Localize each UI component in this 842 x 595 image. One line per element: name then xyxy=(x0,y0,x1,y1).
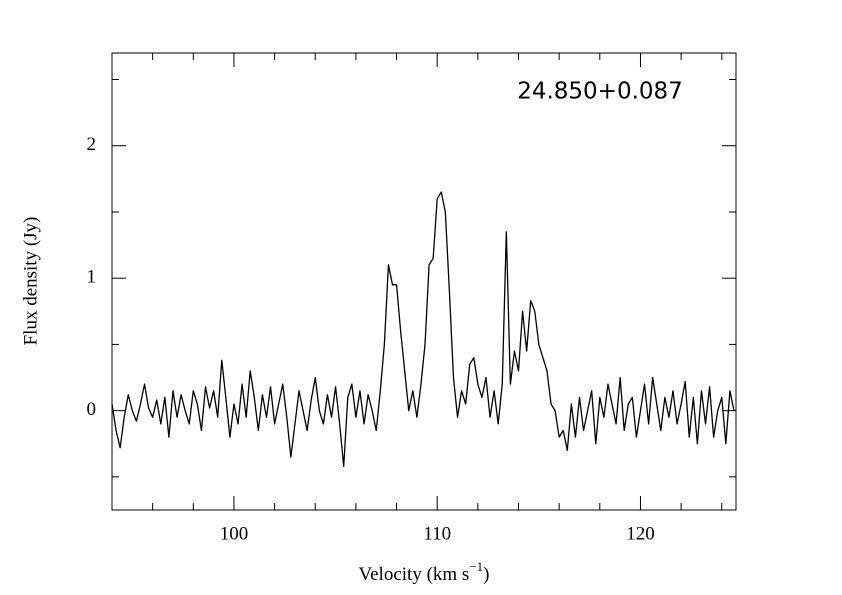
x-axis-label-end: ) xyxy=(483,564,489,585)
x-tick-label: 110 xyxy=(423,523,451,544)
x-tick-label: 100 xyxy=(220,523,249,544)
plot-frame xyxy=(111,52,737,511)
x-axis-label-main: Velocity (km s xyxy=(359,564,470,585)
x-tick-label: 120 xyxy=(626,523,655,544)
annotation: 24.850+0.087 xyxy=(517,79,683,105)
x-axis-label-sup: −1 xyxy=(469,559,483,574)
y-tick-label: 1 xyxy=(87,267,97,288)
spectrum-line xyxy=(111,191,735,467)
y-tick-label: 0 xyxy=(87,399,97,420)
x-axis-label: Velocity (km s−1) xyxy=(359,559,490,585)
y-axis-label: Flux density (Jy) xyxy=(20,217,41,346)
y-tick-label: 2 xyxy=(87,134,97,155)
